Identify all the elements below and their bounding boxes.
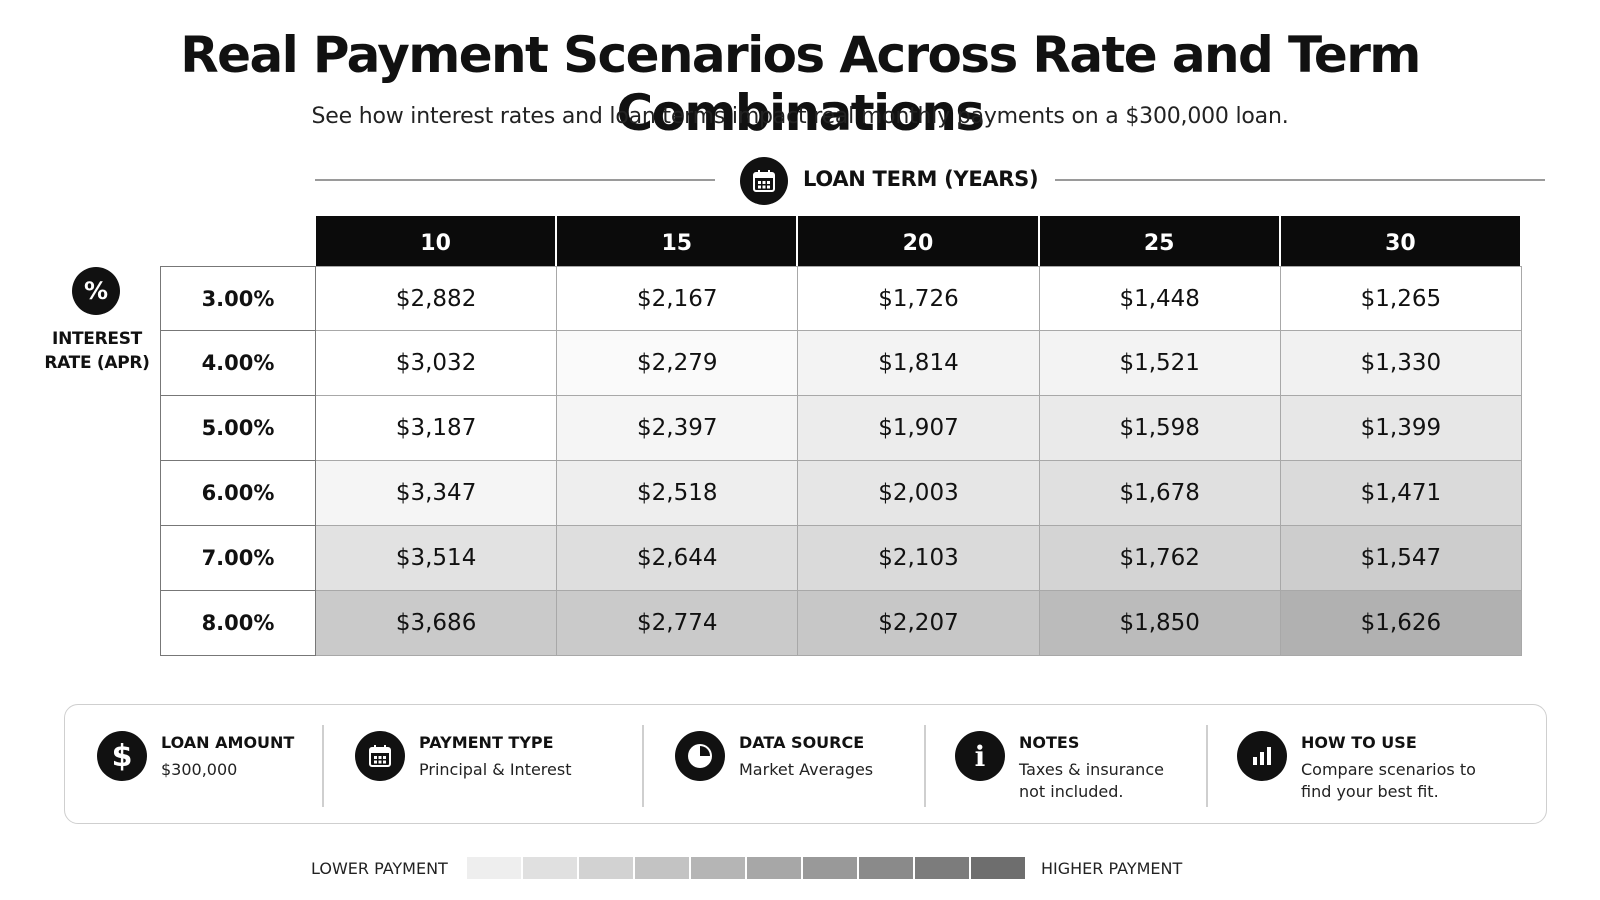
payment-cell: $2,003 [798, 461, 1040, 526]
column-header-term-15: 15 [557, 216, 799, 271]
payment-cell: $2,518 [557, 461, 799, 526]
legend-swatch [915, 857, 969, 879]
info-title: DATA SOURCE [739, 733, 865, 752]
row-header-rate: 7.00% [160, 526, 316, 591]
legend-swatch [467, 857, 521, 879]
info-text: $300,000 [161, 760, 238, 779]
term-divider-left [315, 179, 715, 181]
info-divider [642, 725, 644, 807]
legend-high-label: HIGHER PAYMENT [1041, 859, 1183, 878]
column-header-term-20: 20 [798, 216, 1040, 271]
info-title: HOW TO USE [1301, 733, 1417, 752]
payment-cell: $2,882 [316, 266, 558, 331]
payment-cell: $2,279 [557, 331, 799, 396]
payment-cell: $3,686 [316, 591, 558, 656]
legend-swatch [523, 857, 577, 879]
legend-low-label: LOWER PAYMENT [311, 859, 448, 878]
row-header-rate: 6.00% [160, 461, 316, 526]
loan-term-axis-label: LOAN TERM (YEARS) [803, 167, 1039, 191]
term-divider-right [1055, 179, 1545, 181]
info-text: Taxes & insurance not included. [1019, 760, 1164, 801]
row-header-rate: 4.00% [160, 331, 316, 396]
legend-swatch [579, 857, 633, 879]
payment-cell: $1,814 [798, 331, 1040, 396]
page-title: Real Payment Scenarios Across Rate and T… [180, 26, 1421, 142]
payment-cell: $3,187 [316, 396, 558, 461]
payment-cell: $2,207 [798, 591, 1040, 656]
column-header-term-30: 30 [1280, 216, 1522, 271]
info-title: PAYMENT TYPE [419, 733, 554, 752]
rate-axis-label-line1: INTEREST [52, 329, 142, 349]
payment-cell: $1,678 [1039, 461, 1281, 526]
payment-cell: $3,514 [316, 526, 558, 591]
payment-cell: $1,598 [1039, 396, 1281, 461]
info-divider [322, 725, 324, 807]
payment-cell: $1,471 [1280, 461, 1522, 526]
payment-cell: $2,774 [557, 591, 799, 656]
legend-swatch [635, 857, 689, 879]
payment-cell: $1,762 [1039, 526, 1281, 591]
bar-chart-icon [1237, 731, 1287, 781]
payment-cell: $3,347 [316, 461, 558, 526]
payment-cell: $1,547 [1280, 526, 1522, 591]
legend-gradient-scale [467, 857, 1027, 879]
payment-cell: $2,397 [557, 396, 799, 461]
payment-cell: $1,626 [1280, 591, 1522, 656]
column-header-term-10: 10 [316, 216, 558, 271]
payment-cell: $2,103 [798, 526, 1040, 591]
info-text: Compare scenarios to find your best fit. [1301, 760, 1476, 801]
payment-cell: $2,167 [557, 266, 799, 331]
info-divider [1206, 725, 1208, 807]
payment-cell: $1,330 [1280, 331, 1522, 396]
payment-cell: $1,265 [1280, 266, 1522, 331]
rate-axis-label-line2: RATE (APR) [44, 353, 150, 373]
row-header-rate: 5.00% [160, 396, 316, 461]
payment-cell: $1,399 [1280, 396, 1522, 461]
column-header-term-25: 25 [1039, 216, 1281, 271]
payment-cell: $1,850 [1039, 591, 1281, 656]
row-header-rate: 8.00% [160, 591, 316, 656]
info-divider [924, 725, 926, 807]
dollar-icon: $ [97, 731, 147, 781]
payment-cell: $1,521 [1039, 331, 1281, 396]
legend-swatch [859, 857, 913, 879]
info-icon: i [955, 731, 1005, 781]
interest-rate-axis-label: INTEREST RATE (APR) [30, 327, 164, 375]
legend-swatch [691, 857, 745, 879]
pie-chart-icon [675, 731, 725, 781]
legend-swatch [747, 857, 801, 879]
info-title: LOAN AMOUNT [161, 733, 295, 752]
info-text: Market Averages [739, 760, 874, 779]
calendar-icon [740, 157, 788, 205]
page-subtitle: See how interest rates and loan terms im… [311, 104, 1289, 129]
info-text: Principal & Interest [419, 760, 572, 779]
info-title: NOTES [1019, 733, 1080, 752]
legend-swatch [803, 857, 857, 879]
calendar-icon [355, 731, 405, 781]
color-scale-legend: LOWER PAYMENT HIGHER PAYMENT [0, 855, 1600, 885]
info-panel: $ LOAN AMOUNT $300,000 PAYMENT TYPE Principa… [64, 704, 1547, 824]
payment-cell: $1,448 [1039, 266, 1281, 331]
row-header-rate: 3.00% [160, 266, 316, 331]
percent-icon: % [72, 267, 120, 315]
loan-term-axis-header: LOAN TERM (YEARS) [315, 155, 1545, 205]
payment-cell: $1,907 [798, 396, 1040, 461]
legend-swatch [971, 857, 1025, 879]
payment-cell: $1,726 [798, 266, 1040, 331]
payment-cell: $3,032 [316, 331, 558, 396]
payment-heatmap-table: 10 15 20 25 30 3.00% $2,882 $2,167 $1,726 $1,448 $… [160, 216, 1547, 668]
payment-cell: $2,644 [557, 526, 799, 591]
